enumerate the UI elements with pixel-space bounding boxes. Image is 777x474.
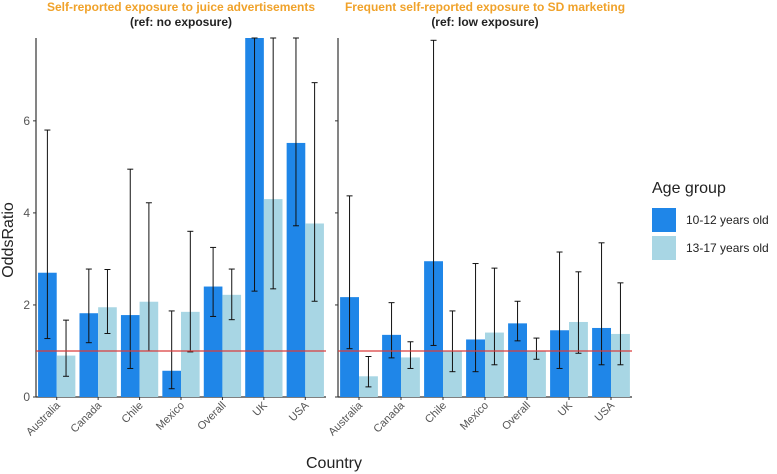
bar-1-usa-2 (305, 223, 324, 397)
bar-1-usa-1 (286, 142, 306, 397)
x-tick-label-2-canada: Canada (371, 399, 407, 435)
legend-title: Age group (652, 180, 726, 197)
panel-subtitle-1: (ref: no exposure) (130, 15, 232, 29)
legend-item-13-17: 13-17 years old (652, 234, 777, 262)
bar-1-canada-2 (98, 307, 117, 397)
y-tick-label-4: 4 (23, 206, 30, 220)
y-tick-label-6: 6 (23, 114, 30, 128)
x-tick-label-1-canada: Canada (69, 399, 105, 435)
bar-1-overall-2 (222, 294, 242, 397)
y-axis-label: OddsRatio (0, 202, 17, 278)
bar-2-uk-2 (569, 321, 588, 397)
panel-title-2: Frequent self-reported exposure to SD ma… (345, 0, 625, 14)
bar-1-overall-1 (203, 286, 223, 397)
y-tick-label-0: 0 (23, 390, 30, 404)
x-tick-label-1-usa: USA (287, 399, 312, 424)
bar-2-usa-2 (611, 333, 630, 397)
x-tick-label-1-overall: Overall (195, 400, 228, 433)
error-bars (44, 37, 624, 390)
legend-label-13-17: 13-17 years old (686, 241, 769, 255)
x-tick-label-2-uk: UK (556, 399, 576, 419)
bars (38, 38, 630, 397)
x-tick-label-2-chile: Chile (423, 400, 449, 426)
y-tick-labels: 0 2 4 6 (23, 114, 338, 404)
panel-subtitle-2: (ref: low exposure) (431, 15, 538, 29)
x-tick-label-2-australia: Australia (326, 399, 365, 438)
bar-2-overall-2 (527, 350, 546, 397)
x-tick-label-1-mexico: Mexico (154, 400, 187, 433)
y-tick-label-2: 2 (23, 298, 30, 312)
x-tick-label-1-australia: Australia (24, 399, 63, 438)
x-tick-label-2-usa: USA (593, 399, 618, 424)
bar-1-mexico-2 (181, 311, 200, 397)
bar-1-uk-2 (263, 199, 283, 397)
bar-1-canada-1 (79, 313, 99, 397)
legend-label-10-12: 10-12 years old (686, 213, 769, 227)
legend-item-10-12: 10-12 years old (652, 206, 777, 234)
legend: Age group 10-12 years old 13-17 years ol… (652, 180, 777, 262)
legend-swatch-13-17 (652, 236, 676, 260)
panel-title-1: Self-reported exposure to juice advertis… (47, 0, 315, 14)
panel-titles: Self-reported exposure to juice advertis… (47, 0, 625, 29)
x-tick-label-2-mexico: Mexico (458, 400, 491, 433)
bar-2-canada-2 (401, 357, 420, 397)
x-tick-label-2-overall: Overall (500, 400, 533, 433)
x-tick-label-1-uk: UK (251, 399, 271, 419)
bar-2-overall-1 (508, 323, 527, 397)
bar-2-chile-2 (443, 350, 462, 397)
legend-swatch-10-12 (652, 208, 676, 232)
x-tick-labels: Australia Canada Chile Mexico Overall UK USA Au… (24, 399, 617, 438)
x-tick-label-1-chile: Chile (119, 400, 145, 426)
x-axis-label: Country (306, 455, 362, 472)
